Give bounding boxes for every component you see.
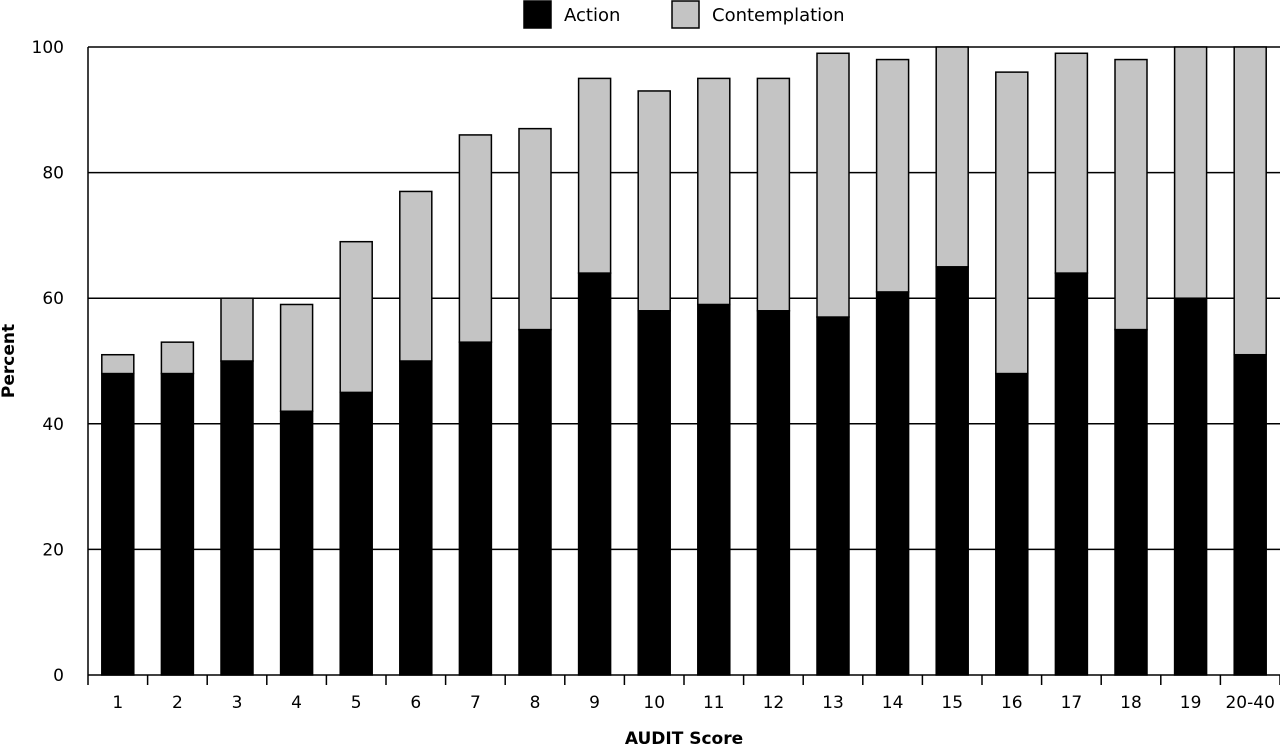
bar-action-5 <box>339 391 373 676</box>
bar-action-2 <box>160 372 195 676</box>
bar-contemplation-12 <box>756 77 791 312</box>
x-tick-label: 14 <box>882 693 904 713</box>
bar-contemplation-11 <box>697 77 731 306</box>
bar-contemplation-15 <box>935 46 969 268</box>
legend: Action Contemplation <box>523 0 845 29</box>
x-tick-label: 6 <box>410 693 421 713</box>
legend-item-action: Action <box>523 0 620 29</box>
bar-contemplation-7 <box>458 134 493 343</box>
x-tick-label: 20-40 <box>1225 693 1274 713</box>
x-tick-label: 16 <box>1001 693 1023 713</box>
bar-action-3 <box>220 360 254 676</box>
bar-action-12 <box>756 310 791 676</box>
x-tick-label: 7 <box>470 693 481 713</box>
y-tick-label: 100 <box>32 38 64 58</box>
bar-action-7 <box>458 341 493 676</box>
y-axis-title: Percent <box>0 324 19 398</box>
bar-contemplation-14 <box>875 58 910 293</box>
bar-action-1 <box>101 372 135 676</box>
bar-contemplation-6 <box>399 190 433 362</box>
bar-contemplation-16 <box>995 71 1029 375</box>
legend-swatch <box>523 0 552 29</box>
x-axis-title: AUDIT Score <box>625 729 743 749</box>
x-tick-label: 5 <box>351 693 362 713</box>
legend-item-contemplation: Contemplation <box>671 0 845 29</box>
x-tick-label: 8 <box>530 693 541 713</box>
x-tick-label: 2 <box>172 693 183 713</box>
x-tick-label: 1 <box>112 693 123 713</box>
bar-contemplation-2 <box>160 341 195 375</box>
x-tick-label: 3 <box>232 693 243 713</box>
bar-contemplation-20-40 <box>1233 46 1267 356</box>
bar-action-20-40 <box>1233 353 1267 676</box>
bar-action-8 <box>518 328 552 676</box>
x-tick-label: 15 <box>941 693 963 713</box>
bar-action-16 <box>995 372 1029 676</box>
bar-contemplation-5 <box>339 240 373 394</box>
legend-swatch <box>671 0 700 29</box>
bars <box>101 46 1267 676</box>
bar-contemplation-3 <box>220 297 254 362</box>
y-tick-label: 60 <box>42 289 64 309</box>
bar-contemplation-19 <box>1173 46 1208 299</box>
bar-action-4 <box>279 410 314 676</box>
bar-action-11 <box>697 303 731 676</box>
bar-action-17 <box>1054 272 1089 676</box>
bar-contemplation-1 <box>101 353 135 375</box>
x-tick-label: 17 <box>1061 693 1083 713</box>
legend-label: Contemplation <box>712 5 845 26</box>
x-tick-label: 18 <box>1120 693 1142 713</box>
bar-contemplation-10 <box>637 90 671 312</box>
bar-contemplation-13 <box>816 52 850 318</box>
bar-action-10 <box>637 310 671 676</box>
bar-action-19 <box>1173 297 1208 676</box>
bar-action-18 <box>1114 328 1148 676</box>
x-tick-label: 12 <box>763 693 785 713</box>
x-tick-label: 9 <box>589 693 600 713</box>
grid-lines <box>88 46 1280 551</box>
bar-contemplation-4 <box>279 303 314 412</box>
x-tick-label: 19 <box>1180 693 1202 713</box>
x-tick-label: 13 <box>822 693 844 713</box>
x-tick-label: 11 <box>703 693 725 713</box>
y-tick-label: 20 <box>42 540 64 560</box>
bar-action-6 <box>399 360 433 676</box>
bar-contemplation-18 <box>1114 58 1148 331</box>
bar-action-15 <box>935 266 969 676</box>
legend-label: Action <box>564 5 620 26</box>
axes <box>87 47 1280 685</box>
x-tick-label: 10 <box>643 693 665 713</box>
y-tick-label: 40 <box>42 415 64 435</box>
bar-action-9 <box>577 272 612 676</box>
bar-contemplation-17 <box>1054 52 1089 274</box>
y-tick-label: 80 <box>42 164 64 184</box>
y-tick-labels: 0 20 40 60 80 100 <box>32 38 64 686</box>
x-tick-labels: 1 2 3 4 5 6 7 8 9 10 11 12 13 14 15 16 17 18 19 20-40 <box>112 693 1275 713</box>
bar-contemplation-8 <box>518 127 552 331</box>
bar-action-13 <box>816 316 850 676</box>
bar-action-14 <box>875 291 910 676</box>
y-tick-label: 0 <box>53 666 64 686</box>
x-tick-label: 4 <box>291 693 302 713</box>
bar-contemplation-9 <box>577 77 612 274</box>
